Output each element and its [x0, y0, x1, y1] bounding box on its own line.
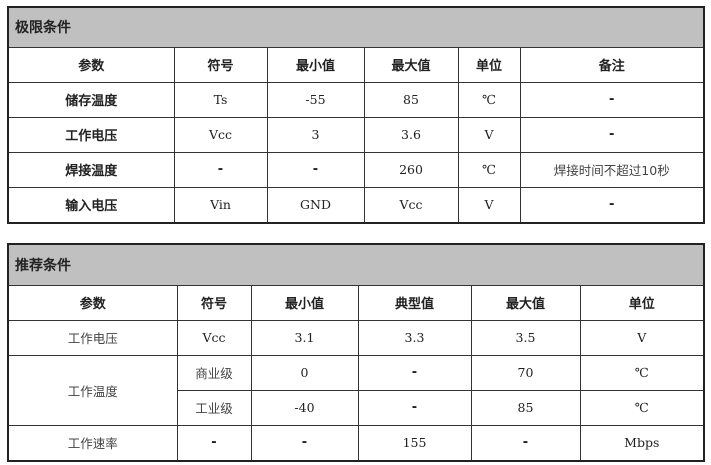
param-cell: 工作速率 — [7, 424, 178, 461]
limits-header-row: 参数 符号 最小值 最大值 单位 备注 — [7, 46, 705, 83]
cell: V — [457, 186, 521, 223]
table-row: 工作温度 商业级 0 - 70 ℃ — [7, 354, 705, 426]
cell: Vin — [173, 186, 268, 223]
cell: ℃ — [579, 354, 705, 391]
cell: Mbps — [579, 424, 705, 461]
cell: - — [357, 389, 472, 426]
cell: V — [457, 116, 521, 153]
table-row: 工作电压 Vcc 3 3.6 V - — [7, 116, 705, 153]
cell: - — [470, 424, 581, 461]
header-cell: 备注 — [519, 46, 705, 83]
param-cell: 工作电压 — [7, 319, 178, 356]
cell: -40 — [250, 389, 359, 426]
cell: - — [519, 186, 705, 223]
recommended-title: 推荐条件 — [7, 243, 705, 286]
limits-title: 极限条件 — [7, 6, 705, 48]
header-cell: 最小值 — [266, 46, 365, 83]
cell: 工业级 — [176, 389, 252, 426]
cell: 155 — [357, 424, 472, 461]
recommended-header-row: 参数 符号 最小值 典型值 最大值 单位 — [7, 284, 705, 321]
cell: 3.3 — [357, 319, 472, 356]
cell: ℃ — [457, 81, 521, 118]
cell: 260 — [363, 151, 459, 188]
cell: - — [250, 424, 359, 461]
table-row: 焊接温度 - - 260 ℃ 焊接时间不超过10秒 — [7, 151, 705, 188]
cell: V — [579, 319, 705, 356]
cell: 0 — [250, 354, 359, 391]
header-cell: 参数 — [7, 284, 178, 321]
header-cell: 单位 — [579, 284, 705, 321]
cell: - — [519, 81, 705, 118]
cell: 85 — [363, 81, 459, 118]
cell: ℃ — [457, 151, 521, 188]
cell: - — [357, 354, 472, 391]
cell: 3.5 — [470, 319, 581, 356]
cell: - — [519, 116, 705, 153]
header-cell: 最大值 — [470, 284, 581, 321]
cell: 3.6 — [363, 116, 459, 153]
cell: Vcc — [173, 116, 268, 153]
cell: - — [173, 151, 268, 188]
table-row: 储存温度 Ts -55 85 ℃ - — [7, 81, 705, 118]
param-cell: 焊接温度 — [7, 151, 175, 188]
table-row: 工作电压 Vcc 3.1 3.3 3.5 V — [7, 319, 705, 356]
cell: Vcc — [176, 319, 252, 356]
param-cell: 工作温度 — [7, 354, 178, 426]
header-cell: 典型值 — [357, 284, 472, 321]
table-row: 输入电压 Vin GND Vcc V - — [7, 186, 705, 223]
header-cell: 参数 — [7, 46, 175, 83]
cell: 焊接时间不超过10秒 — [519, 151, 705, 188]
cell: 3.1 — [250, 319, 359, 356]
cell: 85 — [470, 389, 581, 426]
cell: 70 — [470, 354, 581, 391]
param-cell: 输入电压 — [7, 186, 175, 223]
cell: Vcc — [363, 186, 459, 223]
param-cell: 储存温度 — [7, 81, 175, 118]
cell: GND — [266, 186, 365, 223]
header-cell: 最小值 — [250, 284, 359, 321]
header-cell: 最大值 — [363, 46, 459, 83]
header-cell: 单位 — [457, 46, 521, 83]
header-cell: 符号 — [176, 284, 252, 321]
header-cell: 符号 — [173, 46, 268, 83]
table-row: 工作速率 - - 155 - Mbps — [7, 424, 705, 461]
param-cell: 工作电压 — [7, 116, 175, 153]
limits-table: 极限条件 参数 符号 最小值 最大值 单位 备注 储存温度 Ts -55 85 … — [7, 6, 705, 224]
cell: -55 — [266, 81, 365, 118]
cell: Ts — [173, 81, 268, 118]
recommended-table: 推荐条件 参数 符号 最小值 典型值 最大值 单位 工作电压 Vcc 3.1 3… — [7, 243, 705, 462]
cell: - — [266, 151, 365, 188]
cell: - — [176, 424, 252, 461]
cell: ℃ — [579, 389, 705, 426]
table-row: 工业级 -40 - 85 ℃ — [8, 389, 705, 426]
cell: 商业级 — [176, 354, 252, 391]
cell: 3 — [266, 116, 365, 153]
